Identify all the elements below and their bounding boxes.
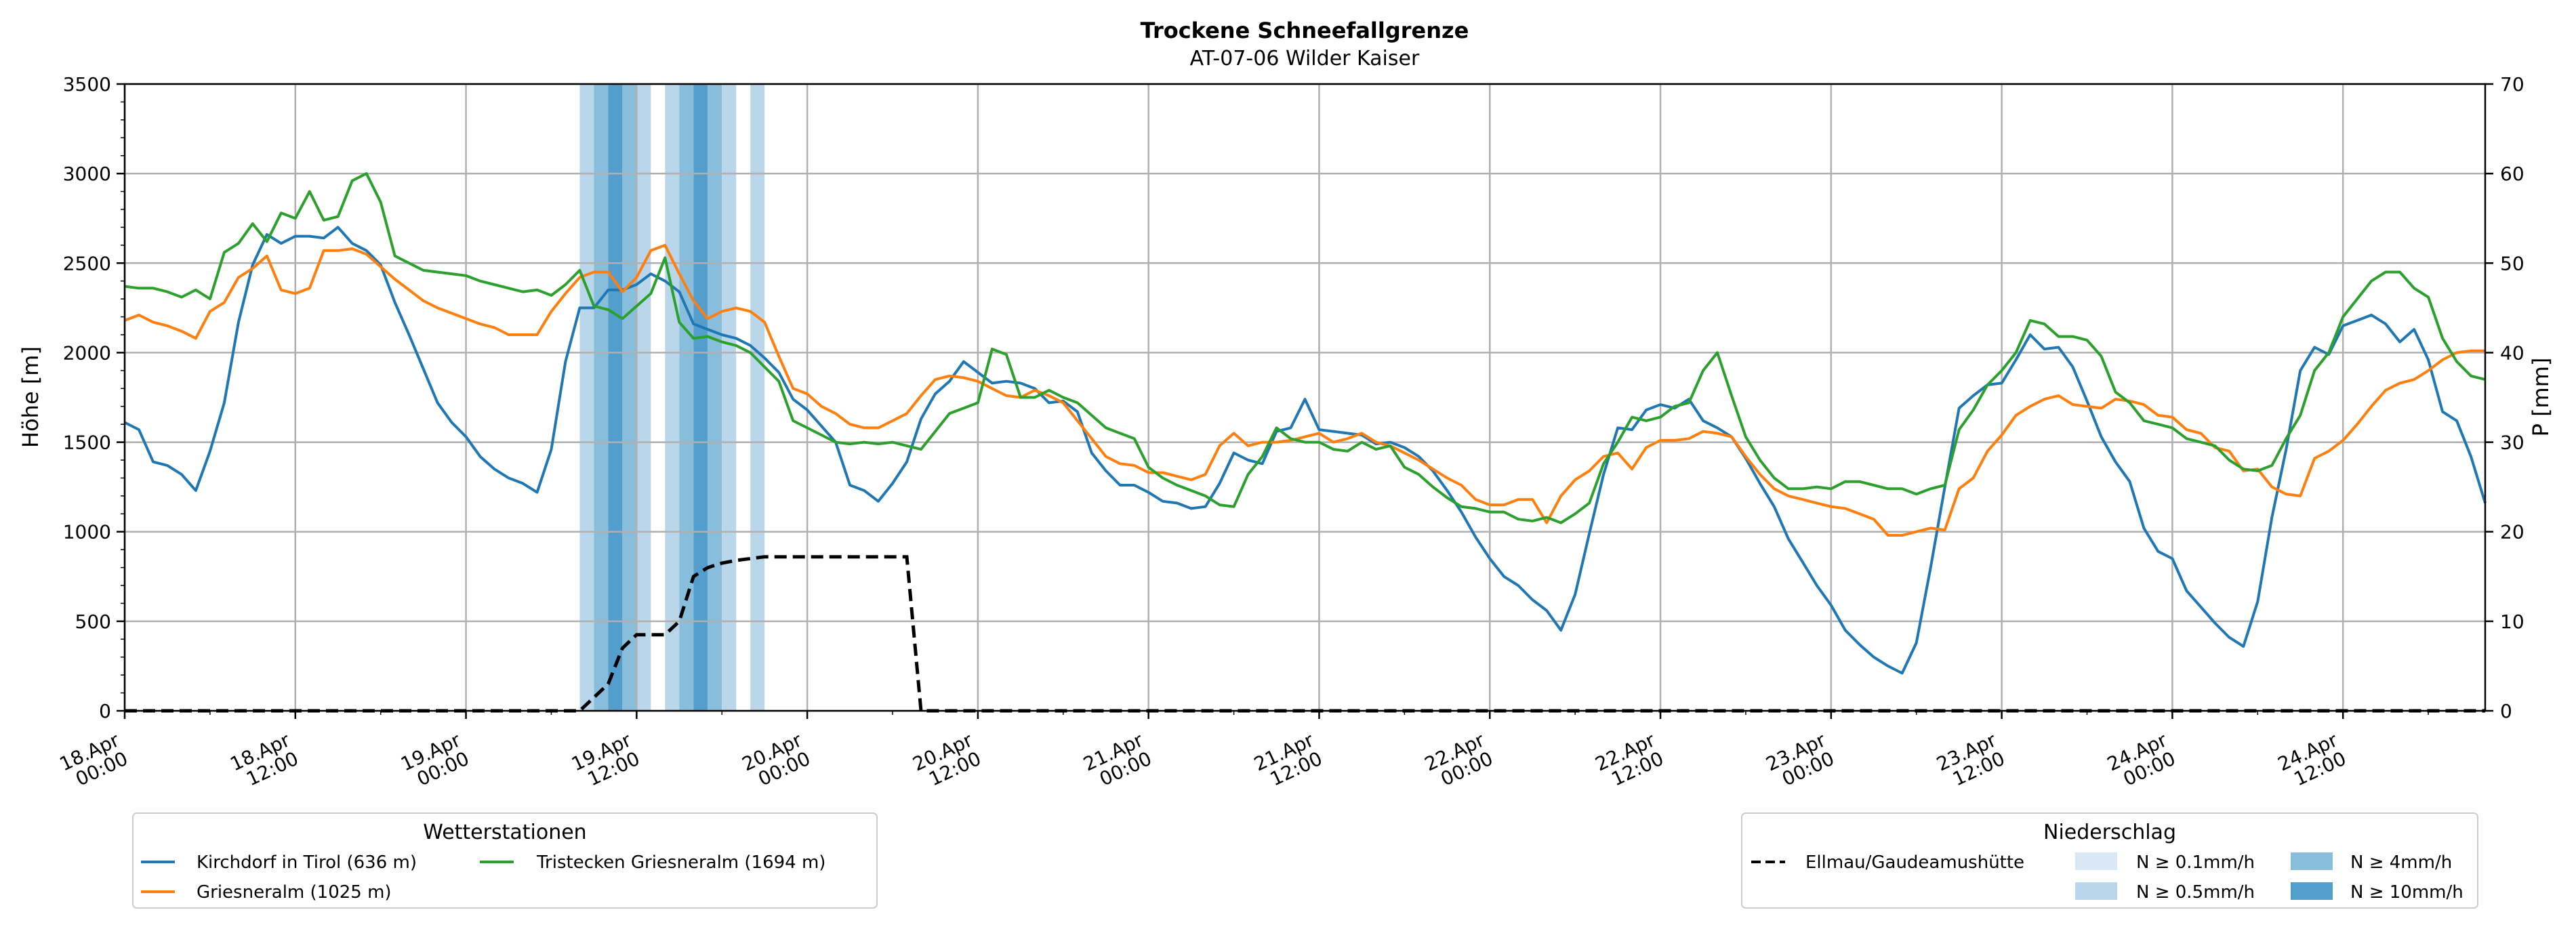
- precip-band-6: [679, 84, 694, 711]
- x-tick-label: 23.Apr12:00: [1933, 728, 2008, 794]
- series-line-1: [124, 243, 2485, 537]
- series-line-0: [124, 226, 2487, 675]
- y2-tick-label: 20: [2500, 521, 2524, 543]
- legend-label-level-3: N ≥ 10mm/h: [2350, 882, 2463, 903]
- y-axis-right: 0 10 20 30 40 50 60 70: [2485, 73, 2524, 722]
- precip-bands: [579, 84, 765, 711]
- y-tick-label: 1500: [63, 432, 111, 454]
- x-tick-label: 19.Apr12:00: [568, 728, 643, 794]
- legend-label-ellmau: Ellmau/Gaudeamushütte: [1805, 852, 2024, 873]
- precip-band-2: [608, 84, 623, 711]
- x-tick-label: 20.Apr12:00: [909, 728, 985, 794]
- chart-title: Trockene Schneefallgrenze: [1141, 18, 1469, 43]
- x-tick-label: 19.Apr00:00: [397, 728, 472, 794]
- precip-band-1: [594, 84, 609, 711]
- x-tick-label: 22.Apr12:00: [1592, 728, 1667, 794]
- legend-label-level-0: N ≥ 0.1mm/h: [2136, 852, 2255, 873]
- x-tick-label: 22.Apr00:00: [1421, 728, 1496, 794]
- precip-band-0: [579, 84, 594, 711]
- legend-title: Wetterstationen: [423, 821, 586, 844]
- x-tick-label: 18.Apr00:00: [56, 728, 131, 794]
- y-tick-label: 2000: [63, 342, 111, 364]
- x-tick-label: 23.Apr00:00: [1763, 728, 1838, 794]
- legend-swatch-level-1: [2075, 882, 2117, 900]
- x-axis: 18.Apr00:00 18.Apr12:00 19.Apr00:00 19.Apr1…: [56, 711, 2429, 794]
- y-tick-label: 3500: [63, 73, 111, 96]
- x-tick-label: 20.Apr00:00: [739, 728, 814, 794]
- y2-tick-label: 0: [2500, 700, 2512, 722]
- x-tick-label: 24.Apr00:00: [2104, 728, 2179, 794]
- x-tick-label: 24.Apr12:00: [2274, 728, 2350, 794]
- y-axis-left: 0 500 1000 1500 2000 2500 3000 3500: [63, 73, 125, 722]
- legend-label-griesneralm: Griesneralm (1025 m): [197, 882, 392, 903]
- legend-label-level-1: N ≥ 0.5mm/h: [2136, 882, 2255, 903]
- y2-tick-label: 60: [2500, 163, 2524, 185]
- y-tick-label: 0: [99, 700, 111, 722]
- legend-label-tristecken: Tristecken Griesneralm (1694 m): [536, 852, 825, 873]
- precip-line: [125, 555, 2485, 713]
- x-tick-label: 21.Apr00:00: [1080, 728, 1155, 794]
- legend-swatch-level-2: [2291, 852, 2333, 870]
- grid-lines: [123, 83, 2485, 712]
- series-lines: [124, 172, 2487, 713]
- y2-tick-label: 70: [2500, 73, 2524, 96]
- x-tick-label: 21.Apr12:00: [1250, 728, 1326, 794]
- legend-swatch-level-0: [2075, 852, 2117, 870]
- y2-axis-label: P [mm]: [2528, 358, 2554, 437]
- legend-title: Niederschlag: [2043, 821, 2176, 844]
- chart-subtitle: AT-07-06 Wilder Kaiser: [1190, 47, 1420, 70]
- y2-tick-label: 30: [2500, 432, 2524, 454]
- precip-band-10: [750, 84, 765, 711]
- y2-tick-label: 50: [2500, 252, 2524, 274]
- precip-band-9: [722, 84, 737, 711]
- legend-weather-stations: Wetterstationen Kirchdorf in Tirol (636 …: [132, 812, 878, 909]
- plot-frame: [123, 83, 2487, 712]
- y2-tick-label: 40: [2500, 342, 2524, 364]
- y2-tick-label: 10: [2500, 611, 2524, 633]
- y-tick-label: 2500: [63, 252, 111, 274]
- y-tick-label: 500: [75, 611, 111, 633]
- precip-band-8: [708, 84, 722, 711]
- legend-label-level-2: N ≥ 4mm/h: [2350, 852, 2452, 873]
- precip-band-4: [636, 84, 651, 711]
- y-axis-label: Höhe [m]: [18, 346, 43, 448]
- legend-swatch-level-3: [2291, 882, 2333, 900]
- y-tick-label: 1000: [63, 521, 111, 543]
- legend-label-kirchdorf: Kirchdorf in Tirol (636 m): [197, 852, 417, 873]
- series-line-2: [124, 172, 2486, 524]
- precip-band-3: [622, 84, 637, 711]
- precip-band-5: [665, 84, 680, 711]
- legend-precipitation: Niederschlag Ellmau/Gaudeamushütte N ≥ 0…: [1741, 812, 2478, 909]
- y-tick-label: 3000: [63, 163, 111, 185]
- x-tick-label: 18.Apr12:00: [227, 728, 302, 794]
- precip-band-7: [693, 84, 708, 711]
